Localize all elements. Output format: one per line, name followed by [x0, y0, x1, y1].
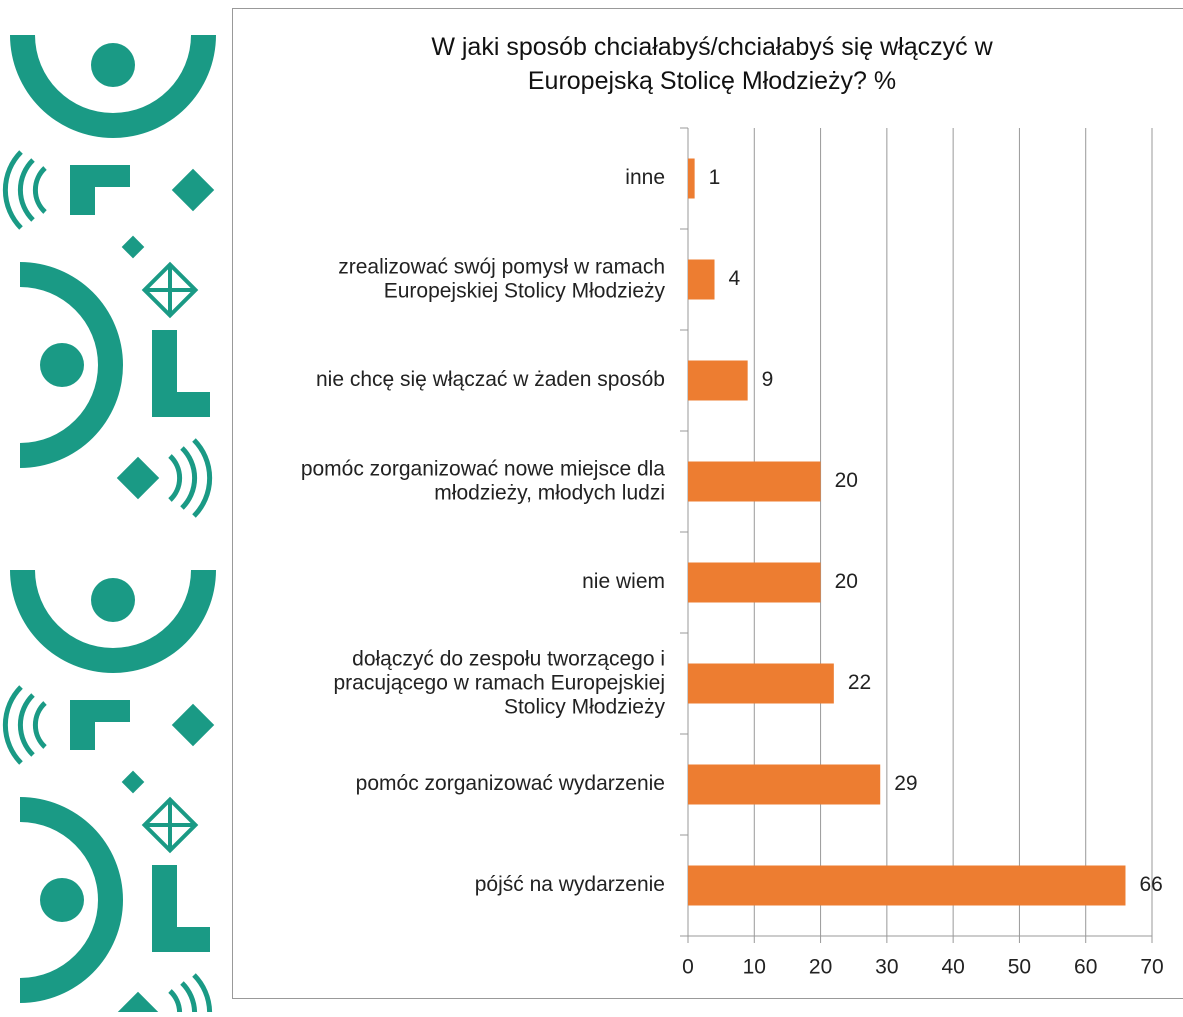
y-tick-label: inne [625, 166, 665, 189]
diamond [117, 457, 159, 499]
bar [688, 765, 880, 805]
bar [688, 866, 1125, 906]
x-tick-label: 0 [682, 956, 694, 979]
data-label: 22 [848, 671, 871, 694]
logo-unit [5, 35, 216, 516]
x-tick-label: 60 [1074, 956, 1097, 979]
data-label: 1 [709, 166, 721, 189]
chart-frame [233, 9, 1183, 999]
diamond-cross [145, 265, 196, 316]
logo-decoration [5, 35, 216, 1012]
data-label: 29 [894, 772, 917, 795]
bar [688, 664, 834, 704]
data-label: 20 [835, 570, 858, 593]
data-label: 20 [835, 469, 858, 492]
x-tick-label: 40 [941, 956, 964, 979]
bar [688, 462, 821, 502]
logo-unit-repeat [5, 570, 216, 1012]
x-tick-label: 70 [1140, 956, 1163, 979]
corner [70, 165, 130, 215]
x-tick-label: 20 [809, 956, 832, 979]
dot [40, 343, 84, 387]
diamond-small [122, 236, 145, 259]
bar [688, 159, 695, 199]
data-label: 4 [729, 267, 741, 290]
waves [5, 152, 45, 228]
x-tick-label: 30 [875, 956, 898, 979]
y-tick-label: pójść na wydarzenie [475, 873, 665, 896]
y-tick-label: pomóc zorganizować wydarzenie [356, 772, 665, 795]
bar [688, 563, 821, 603]
x-tick-label: 50 [1008, 956, 1031, 979]
bar [688, 260, 715, 300]
ell [152, 330, 210, 417]
waves [170, 440, 210, 516]
data-label: 9 [762, 368, 774, 391]
y-tick-label: nie wiem [582, 570, 665, 593]
y-tick-label: nie chcę się włączać w żaden sposób [316, 368, 665, 391]
bar [688, 361, 748, 401]
data-label: 66 [1139, 873, 1162, 896]
x-tick-label: 10 [743, 956, 766, 979]
chart-title: W jaki sposób chciałabyś/chciałabyś się … [431, 33, 993, 95]
diamond [172, 169, 214, 211]
dot [91, 43, 135, 87]
